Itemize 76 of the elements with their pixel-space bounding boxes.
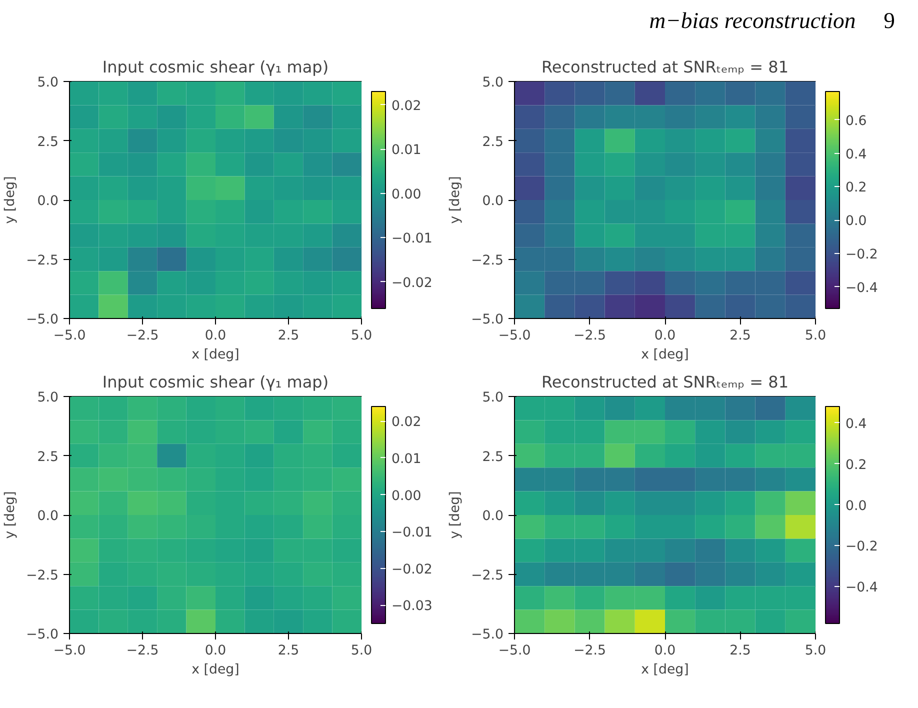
x-tick-label: −5.0	[498, 644, 531, 658]
x-tick-label: 5.0	[804, 328, 826, 344]
x-tick-label: −2.5	[126, 328, 159, 344]
y-tick-label: 5.0	[37, 76, 59, 90]
y-tick-label: 0.0	[37, 194, 59, 209]
y-tick-label: 5.0	[482, 76, 504, 90]
y-tick-label: −2.5	[26, 568, 59, 584]
y-tick-label: 5.0	[482, 390, 504, 406]
y-tick-label: 0.0	[482, 509, 504, 524]
x-tick-label: 2.5	[730, 328, 751, 344]
y-axis-title: y [deg]	[3, 491, 18, 539]
color-bar-label: −0.01	[392, 232, 432, 247]
y-tick-label: 2.5	[37, 450, 59, 465]
y-axis-title: y [deg]	[448, 176, 464, 224]
x-tick-label: −2.5	[574, 644, 606, 658]
x-tick-label: 2.5	[278, 644, 300, 658]
color-bar-label: −0.4	[846, 580, 878, 596]
y-tick-label: 0.0	[482, 194, 504, 209]
x-tick-label: 5.0	[350, 328, 372, 344]
y-tick-label: 5.0	[37, 390, 59, 406]
x-tick-label: 0.0	[654, 644, 676, 658]
color-bar-label: 0.01	[392, 452, 422, 467]
y-tick-label: −5.0	[471, 312, 504, 328]
color-bar-label: 0.6	[846, 114, 867, 129]
x-tick-label: −5.0	[498, 328, 531, 344]
y-axis-title: y [deg]	[3, 176, 18, 224]
color-bar-label: 0.0	[846, 214, 867, 230]
x-tick-label: 5.0	[350, 644, 372, 658]
x-axis-title: x [deg]	[641, 662, 689, 678]
color-bar-label: 0.4	[846, 147, 867, 162]
x-tick-label: 0.0	[654, 328, 676, 344]
chart-title: Input cosmic shear (γ₁ map)	[102, 372, 329, 392]
text: m−bias reconstruction	[649, 8, 856, 33]
x-tick-label: 0.0	[204, 644, 226, 658]
x-tick-label: 2.5	[278, 328, 300, 344]
x-axis-title: x [deg]	[192, 662, 240, 678]
color-bar-label: −0.02	[392, 276, 432, 291]
color-bar-label: 0.02	[392, 415, 422, 430]
y-tick-label: 2.5	[482, 450, 504, 465]
x-tick-label: −2.5	[126, 644, 159, 658]
y-tick-label: −2.5	[26, 253, 59, 268]
x-axis-title: x [deg]	[641, 348, 689, 362]
color-bar-label: 0.0	[846, 498, 867, 514]
x-tick-label: −5.0	[53, 328, 86, 344]
color-bar-label: −0.02	[392, 562, 432, 578]
chart-title: Reconstructed at SNRₜₑₘₚ = 81	[541, 58, 789, 76]
x-tick-label: 2.5	[730, 644, 751, 658]
y-tick-label: −5.0	[26, 628, 59, 642]
y-axis-title: y [deg]	[448, 491, 464, 539]
color-bar-label: 0.2	[846, 458, 867, 473]
text: 9	[884, 8, 895, 33]
color-bar-label: 0.00	[392, 488, 422, 504]
y-tick-label: 0.0	[37, 509, 59, 524]
color-bar-label: −0.2	[846, 247, 878, 262]
y-tick-label: 2.5	[482, 134, 504, 150]
y-tick-label: −5.0	[26, 312, 59, 328]
y-tick-label: 2.5	[37, 134, 59, 150]
color-bar-label: 0.01	[392, 143, 422, 158]
color-bar-label: 0.00	[392, 187, 422, 202]
y-tick-label: −2.5	[471, 568, 504, 584]
color-bar-label: −0.03	[392, 599, 432, 614]
color-bar-label: 0.4	[846, 416, 867, 432]
x-axis-title: x [deg]	[192, 348, 240, 362]
x-tick-label: −2.5	[574, 328, 606, 344]
chart-title: Reconstructed at SNRₜₑₘₚ = 81	[541, 372, 789, 392]
x-tick-label: 0.0	[204, 328, 226, 344]
chart-title: Input cosmic shear (γ₁ map)	[102, 58, 329, 76]
color-bar-label: 0.02	[392, 98, 422, 114]
y-tick-label: −2.5	[471, 253, 504, 268]
y-tick-label: −5.0	[471, 628, 504, 642]
x-tick-label: −5.0	[53, 644, 86, 658]
color-bar-label: −0.2	[846, 540, 878, 555]
x-tick-label: 5.0	[804, 644, 826, 658]
color-bar-label: −0.01	[392, 526, 432, 541]
color-bar-label: 0.2	[846, 180, 867, 196]
color-bar-label: −0.4	[846, 280, 878, 296]
